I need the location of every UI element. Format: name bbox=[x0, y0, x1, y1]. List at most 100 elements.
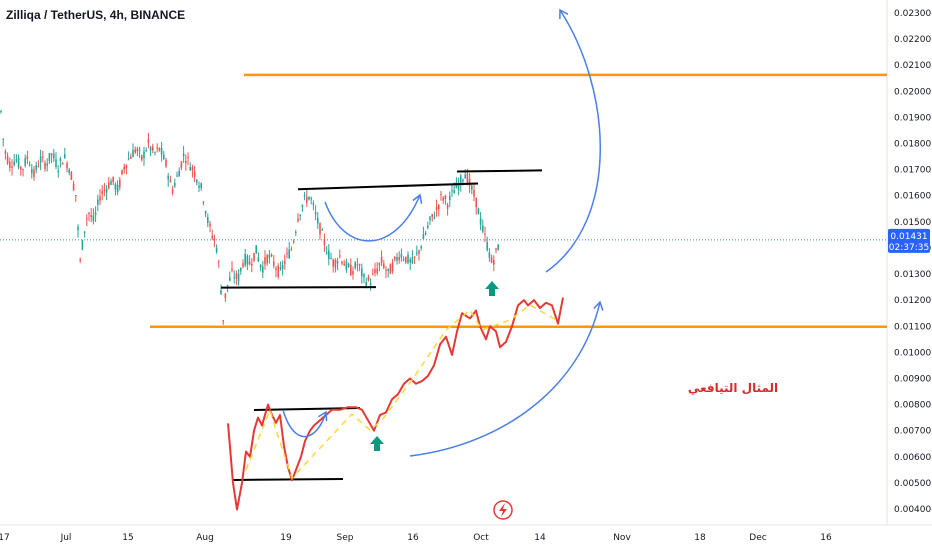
up-arrow-icon bbox=[370, 436, 384, 451]
candle-body bbox=[207, 217, 209, 224]
candle-body bbox=[475, 197, 477, 208]
candle-body bbox=[292, 241, 295, 243]
candle-body bbox=[356, 264, 359, 266]
y-tick-label: 0.01800 bbox=[894, 140, 931, 150]
lightning-bolt bbox=[499, 503, 507, 517]
candle-body bbox=[240, 267, 242, 272]
candle-body bbox=[2, 138, 4, 140]
candle-body bbox=[270, 254, 273, 256]
candle-body bbox=[433, 217, 436, 219]
candle-body bbox=[6, 156, 9, 164]
candle-body bbox=[169, 179, 172, 183]
candle-body bbox=[79, 259, 81, 261]
candle-body bbox=[33, 169, 35, 177]
candle-body bbox=[138, 149, 141, 151]
candle-body bbox=[26, 156, 29, 160]
candle-body bbox=[116, 185, 119, 193]
candle-body bbox=[130, 156, 132, 159]
y-tick-label: 0.01200 bbox=[894, 296, 931, 306]
candle-body bbox=[57, 170, 59, 173]
candle-body bbox=[81, 240, 84, 250]
candle-body bbox=[449, 195, 451, 200]
candle-body bbox=[48, 153, 51, 162]
candle-body bbox=[363, 274, 365, 278]
candle-body bbox=[253, 253, 255, 261]
candle-body bbox=[251, 263, 253, 266]
candle-body bbox=[468, 178, 471, 186]
y-tick-label: 0.01600 bbox=[894, 192, 931, 202]
candle-body bbox=[288, 249, 290, 259]
y-tick-label: 0.00700 bbox=[894, 427, 931, 437]
candle-body bbox=[488, 252, 491, 258]
candle-body bbox=[59, 158, 62, 161]
up-arrow-icon bbox=[485, 281, 499, 296]
candle-body bbox=[330, 257, 332, 259]
candle-body bbox=[314, 212, 317, 215]
candle-body bbox=[341, 261, 343, 264]
countdown-value: 02:37:35 bbox=[889, 243, 929, 253]
candle-body bbox=[149, 147, 152, 151]
candle-body bbox=[427, 225, 429, 228]
candle-body bbox=[141, 155, 143, 160]
y-tick-label: 0.02300 bbox=[894, 9, 931, 19]
chart-title: Zilliqa / TetherUS, 4h, BINANCE bbox=[6, 8, 186, 22]
candle-body bbox=[374, 268, 376, 274]
candle-body bbox=[424, 232, 427, 235]
candle-body bbox=[13, 161, 15, 166]
y-tick-label: 0.00500 bbox=[894, 479, 931, 489]
candle-body bbox=[136, 148, 139, 152]
candle-body bbox=[460, 175, 462, 185]
candle-body bbox=[264, 257, 266, 265]
candle-body bbox=[44, 162, 46, 170]
candle-body bbox=[464, 174, 466, 179]
y-tick-label: 0.01300 bbox=[894, 270, 931, 280]
trendline-1 bbox=[220, 286, 377, 289]
candle-body bbox=[262, 266, 264, 273]
candle-body bbox=[35, 165, 37, 170]
candle-body bbox=[114, 184, 117, 190]
candle-body bbox=[53, 153, 55, 159]
candle-body bbox=[323, 238, 326, 245]
candle-body bbox=[101, 191, 103, 195]
candle-body bbox=[83, 231, 86, 233]
breakout-arrow bbox=[545, 9, 601, 273]
x-tick-label: Nov bbox=[613, 533, 631, 543]
candle-body bbox=[479, 217, 482, 225]
candle-body bbox=[39, 156, 42, 163]
candle-body bbox=[407, 254, 409, 263]
candle-body bbox=[134, 149, 136, 153]
candle-body bbox=[229, 277, 231, 281]
candle-body bbox=[108, 182, 110, 189]
candle-body bbox=[110, 181, 112, 185]
candle-body bbox=[209, 223, 211, 227]
candle-body bbox=[493, 259, 495, 265]
candle-body bbox=[495, 248, 497, 250]
candle-body bbox=[231, 268, 233, 271]
candle-body bbox=[97, 199, 99, 205]
candle-body bbox=[215, 247, 218, 253]
candle-body bbox=[431, 214, 433, 217]
last-price-value: 0.01431 bbox=[890, 232, 927, 242]
candle-body bbox=[490, 257, 493, 263]
candle-body bbox=[416, 252, 418, 254]
candle-body bbox=[477, 208, 480, 215]
candle-body bbox=[275, 268, 277, 271]
last-price-tag bbox=[888, 228, 930, 253]
candle-body bbox=[242, 263, 244, 267]
candle-body bbox=[233, 277, 235, 279]
candle-body bbox=[24, 158, 26, 166]
candle-body bbox=[246, 256, 249, 265]
candle-body bbox=[123, 166, 125, 170]
candle-body bbox=[387, 268, 389, 271]
candle-body bbox=[306, 196, 308, 203]
candle-body bbox=[171, 189, 174, 193]
candle-body bbox=[279, 267, 282, 270]
candle-body bbox=[396, 256, 398, 261]
candle-body bbox=[440, 193, 442, 195]
x-tick-label: 19 bbox=[280, 533, 292, 543]
candle-body bbox=[147, 139, 150, 143]
candle-body bbox=[389, 264, 392, 274]
candle-body bbox=[328, 250, 330, 260]
x-tick-label: Jul bbox=[60, 533, 72, 543]
